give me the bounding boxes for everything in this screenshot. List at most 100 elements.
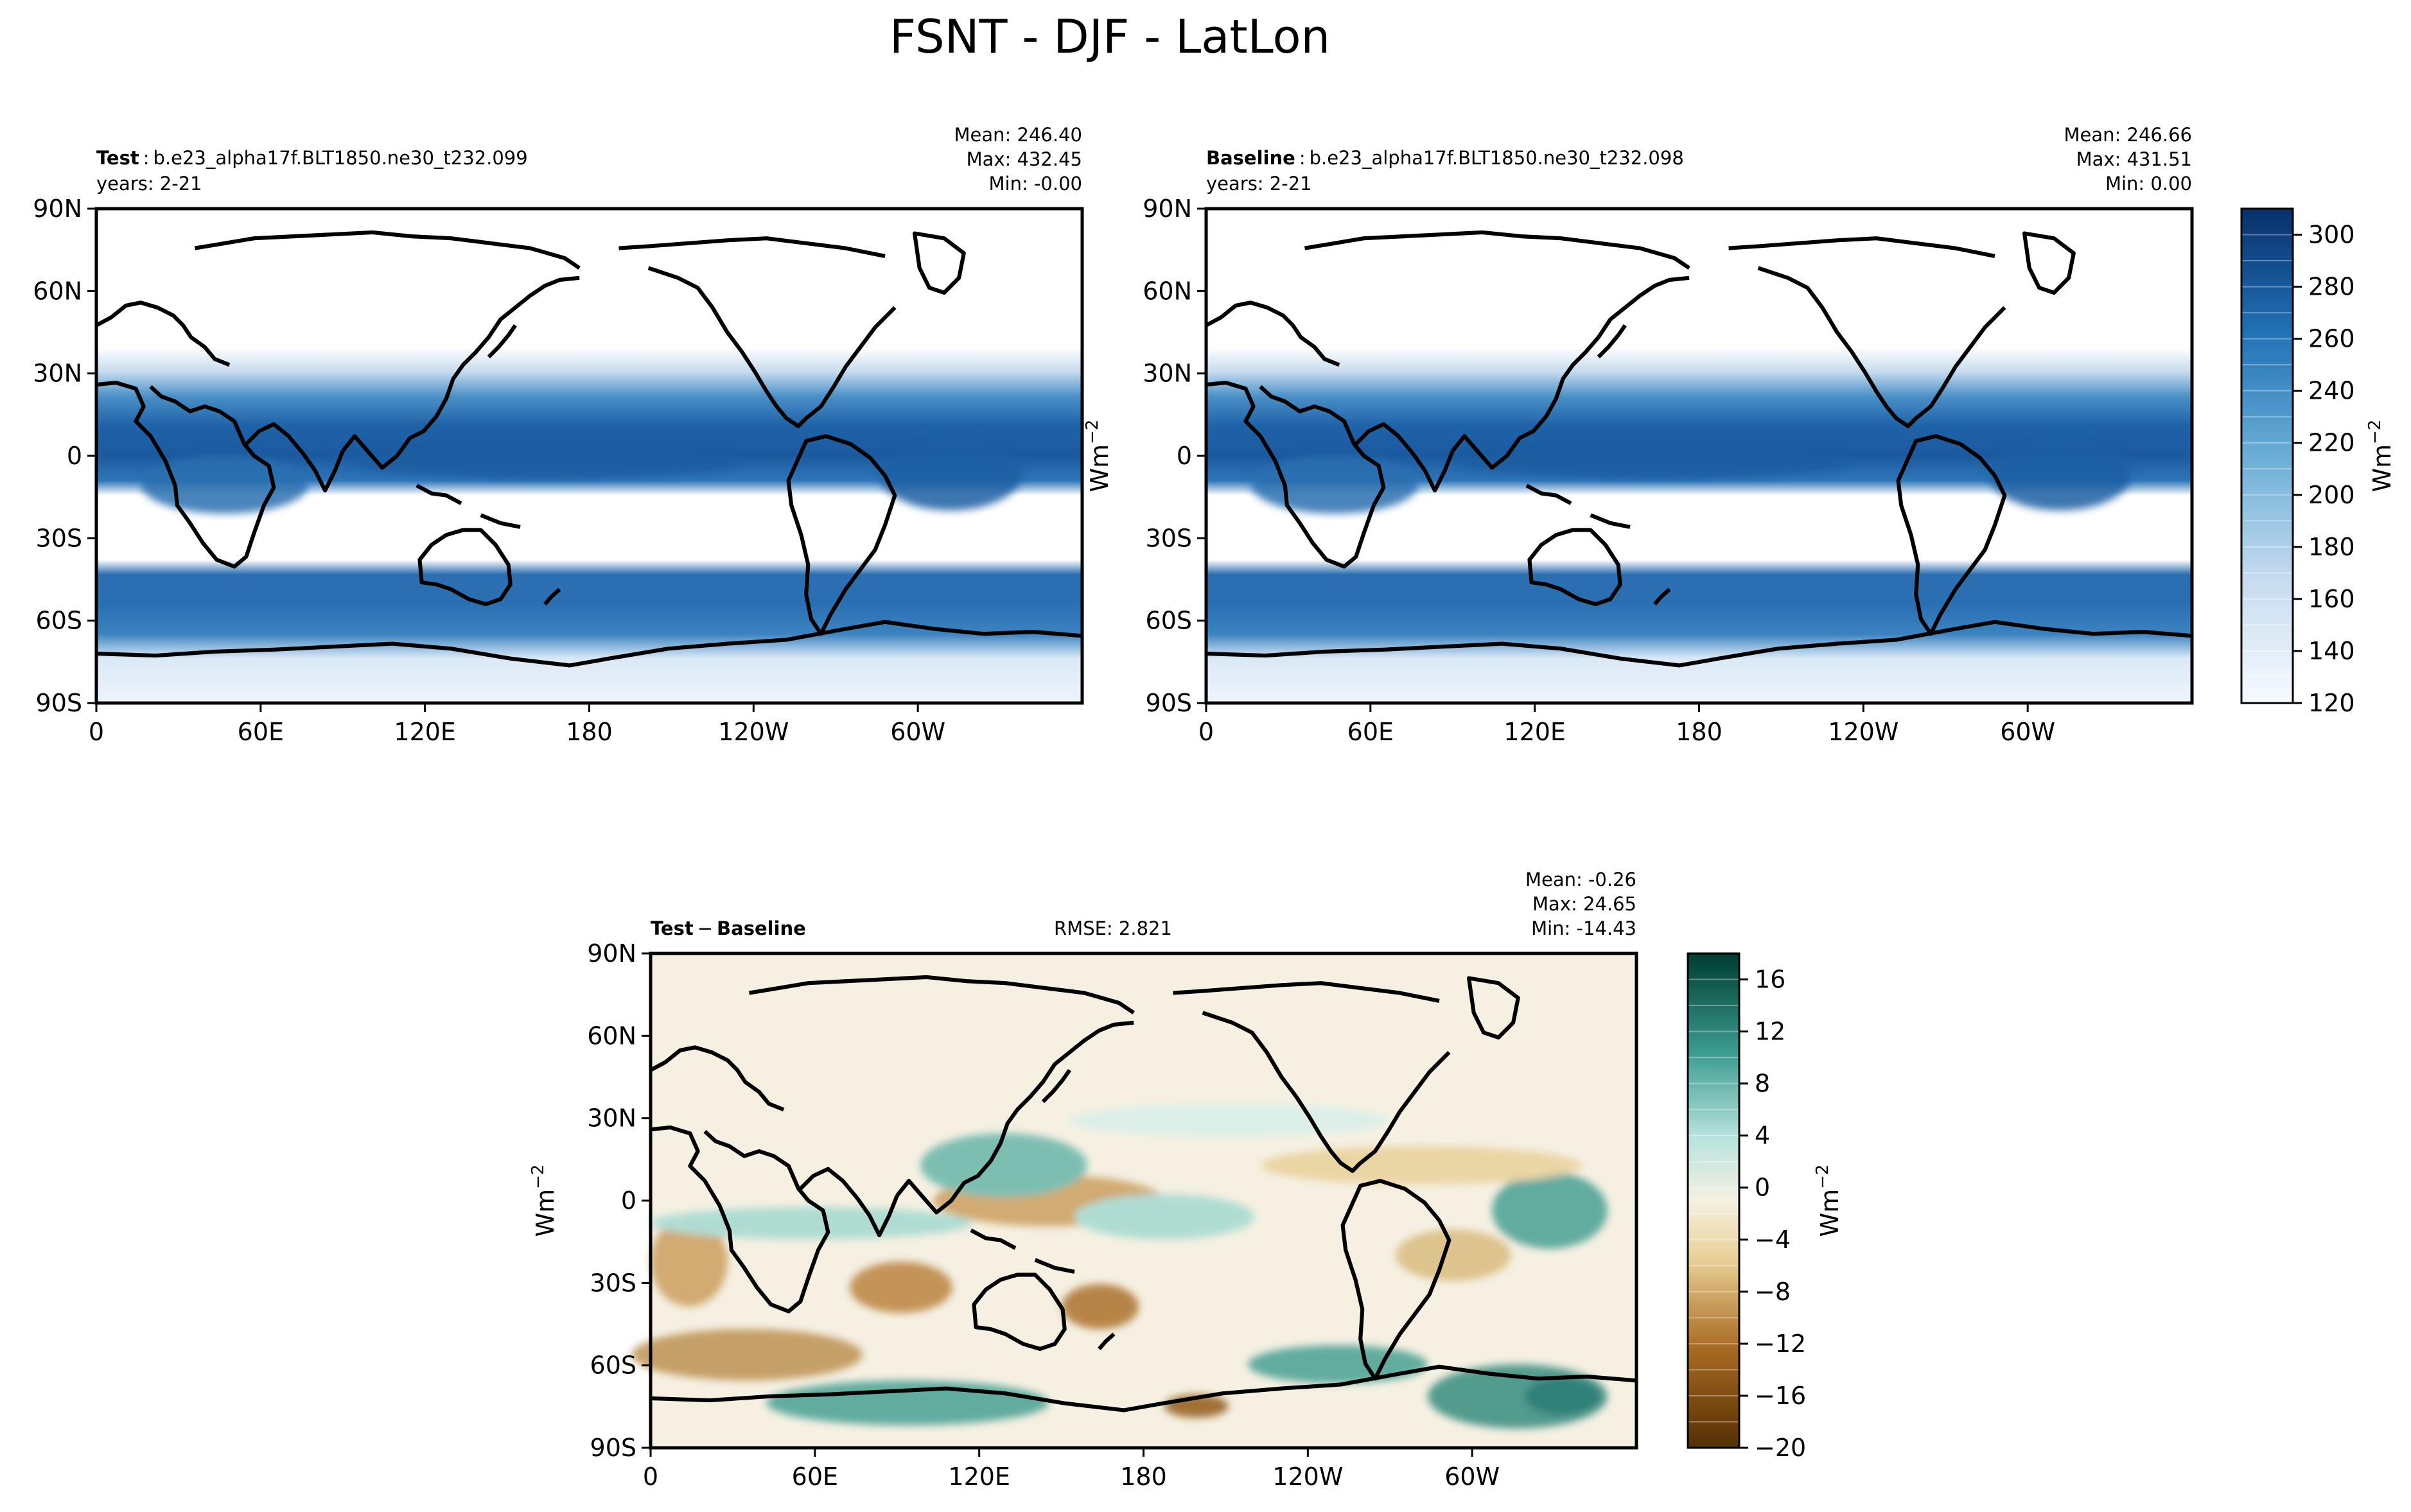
colorbar-main-ticks: 120 140 160 180 200 220 240 260 280 300: [2293, 221, 2355, 717]
test-max: Max: 432.45: [967, 148, 1082, 170]
test-years: years: 2-21: [96, 173, 202, 195]
diff-label-b: Baseline: [717, 917, 806, 939]
colorbar-main: 120 140 160 180 200 220 240 260 280 300: [2240, 207, 2355, 717]
panel-baseline: 90N 60N 30N 0 30S 60S 90S 0 60E 120E 180 120W 60W: [1143, 195, 2192, 746]
diff-mean: Mean: -0.26: [1525, 869, 1636, 891]
lat-tick-label: 60S: [36, 607, 82, 635]
lon-tick-label: 60W: [1444, 1463, 1500, 1491]
lat-tick-label: 30N: [33, 360, 82, 388]
lat-ticks-test: 90N 60N 30N 0 30S 60S 90S: [33, 195, 96, 717]
lat-tick-label: 90S: [590, 1434, 636, 1462]
colorbar-main-fill: [2241, 209, 2293, 703]
figure-title: FSNT - DJF - LatLon: [890, 10, 1330, 64]
colorbar-tick-label: 16: [1755, 966, 1785, 994]
diff-label-a: Test: [651, 917, 694, 939]
lat-tick-label: 90N: [1143, 195, 1192, 223]
lat-tick-label: 0: [67, 442, 82, 470]
lon-tick-label: 60E: [792, 1463, 838, 1491]
lon-tick-label: 120E: [948, 1463, 1010, 1491]
test-min: Min: -0.00: [989, 173, 1082, 195]
lat-tick-label: 60S: [1146, 607, 1192, 635]
colorbar-tick-label: −16: [1755, 1382, 1806, 1410]
lat-tick-label: 90N: [33, 195, 82, 223]
baseline-header: Baseline: b.e23_alpha17f.BLT1850.ne30_t23…: [1206, 147, 1684, 169]
colorbar-diff: −20 −16 −12 −8 −4 0 4 8 12 16: [1687, 952, 1806, 1462]
colorbar-tick-label: 12: [1755, 1018, 1785, 1046]
lat-tick-label: 60N: [587, 1021, 636, 1050]
colorbar-tick-label: 4: [1755, 1122, 1770, 1150]
lon-tick-label: 120E: [394, 718, 456, 746]
lon-tick-label: 120W: [718, 718, 789, 746]
baseline-min: Min: 0.00: [2105, 173, 2192, 195]
colorbar-tick-label: 300: [2308, 221, 2355, 249]
test-mean: Mean: 246.40: [954, 124, 1082, 146]
lat-tick-label: 30S: [1146, 524, 1192, 552]
units-label-top-left: Wm−2: [1083, 420, 1114, 492]
colorbar-tick-label: −8: [1755, 1278, 1791, 1306]
baseline-mean: Mean: 246.66: [2064, 124, 2192, 146]
colorbar-tick-label: 160: [2308, 585, 2355, 613]
lat-tick-label: 60S: [590, 1351, 636, 1380]
baseline-years: years: 2-21: [1206, 173, 1312, 195]
lon-tick-label: 60W: [890, 718, 945, 746]
panel-diff: 90N 60N 30N 0 30S 60S 90S 0 60E 120E 180 120W 60W: [587, 939, 1636, 1491]
colorbar-diff-ticks: −20 −16 −12 −8 −4 0 4 8 12 16: [1739, 966, 1806, 1462]
colorbar-tick-label: 220: [2308, 429, 2355, 457]
lat-tick-label: 90S: [1146, 689, 1192, 717]
colorbar-tick-label: −4: [1755, 1226, 1791, 1254]
lat-tick-label: 0: [1177, 442, 1192, 470]
colorbar-tick-label: 260: [2308, 325, 2355, 353]
lon-tick-label: 180: [566, 718, 613, 746]
lon-tick-label: 180: [1120, 1463, 1167, 1491]
colorbar-tick-label: −12: [1755, 1330, 1806, 1358]
lon-tick-label: 0: [643, 1463, 658, 1491]
lat-ticks-diff: 90N 60N 30N 0 30S 60S 90S: [587, 939, 651, 1462]
units-label-colorbar-diff: Wm−2: [1813, 1165, 1844, 1237]
colorbar-tick-label: 180: [2308, 533, 2355, 561]
lat-tick-label: 60N: [33, 277, 82, 305]
lat-tick-label: 90N: [587, 939, 636, 968]
colorbar-diff-fill: [1688, 953, 1739, 1448]
test-header: Test: b.e23_alpha17f.BLT1850.ne30_t232.09…: [96, 147, 528, 169]
lat-tick-label: 0: [621, 1186, 636, 1215]
lat-ticks-baseline: 90N 60N 30N 0 30S 60S 90S: [1143, 195, 1206, 717]
colorbar-tick-label: 8: [1755, 1070, 1770, 1098]
lon-ticks-test: 0 60E 120E 180 120W 60W: [89, 703, 945, 746]
lon-tick-label: 120W: [1828, 718, 1898, 746]
lon-tick-label: 60E: [238, 718, 284, 746]
baseline-label: Baseline: [1206, 147, 1295, 169]
baseline-max: Max: 431.51: [2076, 148, 2192, 170]
lon-tick-label: 120E: [1504, 718, 1566, 746]
baseline-case: b.e23_alpha17f.BLT1850.ne30_t232.098: [1310, 147, 1684, 169]
lat-tick-label: 30S: [36, 524, 82, 552]
diff-min: Min: -14.43: [1531, 917, 1636, 939]
lon-tick-label: 60E: [1347, 718, 1394, 746]
diff-max: Max: 24.65: [1532, 893, 1636, 915]
units-label-diff: Wm−2: [529, 1165, 559, 1237]
panel-test: 90N 60N 30N 0 30S 60S 90S 0 60E 120E 180 120W 60W: [33, 195, 1082, 746]
colorbar-tick-label: 240: [2308, 377, 2355, 405]
diff-rmse: RMSE: 2.821: [1054, 917, 1172, 939]
lat-tick-label: 30N: [1143, 360, 1192, 388]
lon-tick-label: 0: [1198, 718, 1214, 746]
lat-tick-label: 30S: [590, 1269, 636, 1297]
lon-tick-label: 0: [89, 718, 104, 746]
lat-tick-label: 30N: [587, 1104, 636, 1133]
units-label-colorbar-main: Wm−2: [2365, 420, 2396, 492]
colorbar-tick-label: 280: [2308, 273, 2355, 301]
diff-header: Test − Baseline: [651, 917, 806, 939]
lon-tick-label: 120W: [1272, 1463, 1343, 1491]
colorbar-tick-label: 140: [2308, 637, 2355, 665]
colorbar-tick-label: −20: [1755, 1434, 1806, 1462]
lat-tick-label: 60N: [1143, 277, 1192, 305]
lon-tick-label: 180: [1676, 718, 1723, 746]
lon-tick-label: 60W: [2000, 718, 2055, 746]
test-case: b.e23_alpha17f.BLT1850.ne30_t232.099: [153, 147, 528, 169]
lon-ticks-diff: 0 60E 120E 180 120W 60W: [643, 1448, 1500, 1491]
lon-ticks-baseline: 0 60E 120E 180 120W 60W: [1198, 703, 2055, 746]
lat-tick-label: 90S: [36, 689, 82, 717]
colorbar-tick-label: 120: [2308, 689, 2355, 717]
colorbar-tick-label: 0: [1755, 1174, 1770, 1202]
colorbar-tick-label: 200: [2308, 481, 2355, 509]
